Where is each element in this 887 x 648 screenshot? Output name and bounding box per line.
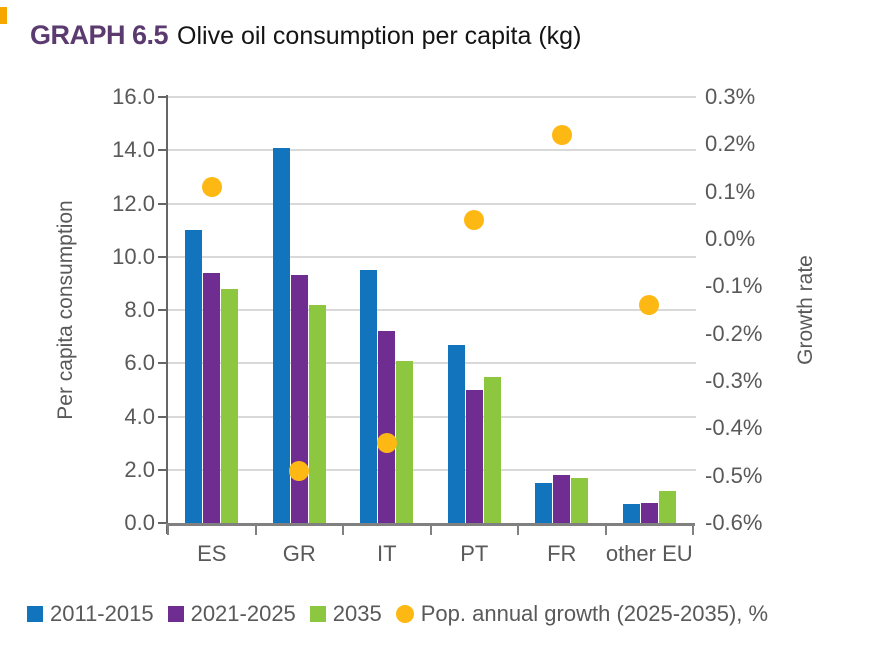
x-axis-tick xyxy=(342,523,344,535)
left-tick-label: 10.0 xyxy=(112,243,155,269)
right-tick-label: -0.2% xyxy=(705,320,763,346)
gridline xyxy=(168,149,696,152)
gridline xyxy=(168,468,696,471)
growth-dot-ES xyxy=(201,176,222,197)
gridline xyxy=(168,255,696,258)
left-axis-tick xyxy=(158,468,166,471)
left-tick-label: 0.0 xyxy=(124,510,155,535)
growth-dot-FR xyxy=(551,124,572,145)
left-axis-tick xyxy=(158,149,166,152)
x-axis-label-GR: GR xyxy=(282,541,316,566)
bar-2035-PT xyxy=(483,376,501,523)
right-tick-label: -0.6% xyxy=(705,510,763,535)
left-tick-label: 2.0 xyxy=(124,456,155,482)
bar-2011-2015-FR xyxy=(535,483,553,523)
gridline xyxy=(168,96,696,98)
x-axis-tick xyxy=(604,523,607,535)
gridline xyxy=(168,309,696,311)
left-axis-title-text: Per capita consumption xyxy=(54,200,77,420)
legend-marker-square xyxy=(27,606,43,622)
x-axis-label-FR: FR xyxy=(547,541,577,566)
x-axis-label-PT: PT xyxy=(460,541,489,566)
gridline xyxy=(168,202,696,205)
bar-2021-2025-GR xyxy=(290,275,308,523)
left-axis-tick xyxy=(158,96,166,98)
bar-2011-2015-PT xyxy=(447,344,465,523)
bar-2035-IT xyxy=(396,360,414,523)
left-tick-label: 14.0 xyxy=(112,137,155,163)
x-axis-tick xyxy=(517,523,519,535)
bar-2021-2025-PT xyxy=(465,389,483,523)
legend-item-Pop. annual growth (2025-2035), %: Pop. annual growth (2025-2035), % xyxy=(395,601,769,627)
bar-2035-ES xyxy=(221,288,239,523)
growth-dot-IT xyxy=(376,432,397,453)
left-axis-tick xyxy=(158,415,166,418)
right-tick-label: -0.3% xyxy=(705,368,763,393)
left-axis-tick xyxy=(158,309,166,311)
chart-header: GRAPH 6.5 Olive oil consumption per capit… xyxy=(30,20,581,51)
legend-item-2021-2025: 2021-2025 xyxy=(167,601,296,627)
left-tick-label: 16.0 xyxy=(112,84,155,109)
left-axis-tick xyxy=(158,362,166,365)
bar-2035-other EU xyxy=(658,491,676,523)
growth-dot-GR xyxy=(289,460,310,481)
right-tick-label: 0.3% xyxy=(705,84,756,109)
legend-label: 2035 xyxy=(332,601,382,626)
bar-2021-2025-ES xyxy=(203,272,221,523)
bar-2011-2015-ES xyxy=(185,230,203,523)
gridline xyxy=(168,362,696,365)
right-axis-title: Growth rate xyxy=(794,255,887,365)
bar-2011-2015-other EU xyxy=(622,504,640,523)
left-axis-tick xyxy=(158,522,166,524)
legend-marker-square xyxy=(309,606,326,622)
growth-dot-other EU xyxy=(639,295,660,316)
left-axis-tick xyxy=(158,255,166,258)
bar-2011-2015-IT xyxy=(360,270,378,523)
x-axis-tick xyxy=(429,523,432,535)
bar-2035-FR xyxy=(571,477,589,523)
growth-dot-PT xyxy=(464,210,485,231)
left-tick-label: 8.0 xyxy=(124,297,155,322)
graph-number-label: GRAPH 6.5 xyxy=(30,20,169,50)
bar-2021-2025-IT xyxy=(378,331,396,523)
legend-marker-square xyxy=(167,606,184,622)
left-tick-label: 4.0 xyxy=(124,403,155,429)
right-axis-title-text: Growth rate xyxy=(794,255,817,365)
left-axis-tick xyxy=(158,202,166,205)
chart-legend: 2011-2015 2021-2025 2035 Pop. annual growth… xyxy=(27,601,782,627)
x-axis-label-ES: ES xyxy=(197,541,227,566)
bar-2021-2025-other EU xyxy=(640,503,658,523)
right-tick-label: 0.2% xyxy=(705,131,756,157)
bar-2035-GR xyxy=(308,304,326,523)
left-tick-label: 6.0 xyxy=(124,350,155,376)
right-tick-label: 0.1% xyxy=(705,178,756,204)
x-axis-tick xyxy=(692,523,694,535)
right-tick-label: -0.1% xyxy=(705,273,763,299)
gridline xyxy=(168,415,696,418)
legend-label: 2011-2015 xyxy=(50,601,154,626)
bar-2021-2025-FR xyxy=(553,475,571,523)
x-axis-label-IT: IT xyxy=(376,541,397,566)
legend-label: Pop. annual growth (2025-2035), % xyxy=(420,601,769,626)
right-tick-label: -0.5% xyxy=(705,462,763,488)
x-axis-label-other EU: other EU xyxy=(605,541,693,566)
legend-item-2035: 2035 xyxy=(309,601,382,627)
chart-title: Olive oil consumption per capita (kg) xyxy=(177,22,582,50)
legend-label: 2021-2025 xyxy=(190,601,296,626)
legend-item-2011-2015: 2011-2015 xyxy=(27,601,154,627)
right-tick-label: 0.0% xyxy=(705,226,756,251)
x-axis-tick xyxy=(167,523,169,535)
x-axis-tick xyxy=(254,523,257,535)
legend-marker-circle xyxy=(395,605,414,623)
page-accent-mark xyxy=(0,7,7,24)
left-axis-line xyxy=(166,95,168,534)
right-tick-label: -0.4% xyxy=(705,415,763,441)
bar-2011-2015-GR xyxy=(272,147,290,523)
left-tick-label: 12.0 xyxy=(112,190,155,216)
